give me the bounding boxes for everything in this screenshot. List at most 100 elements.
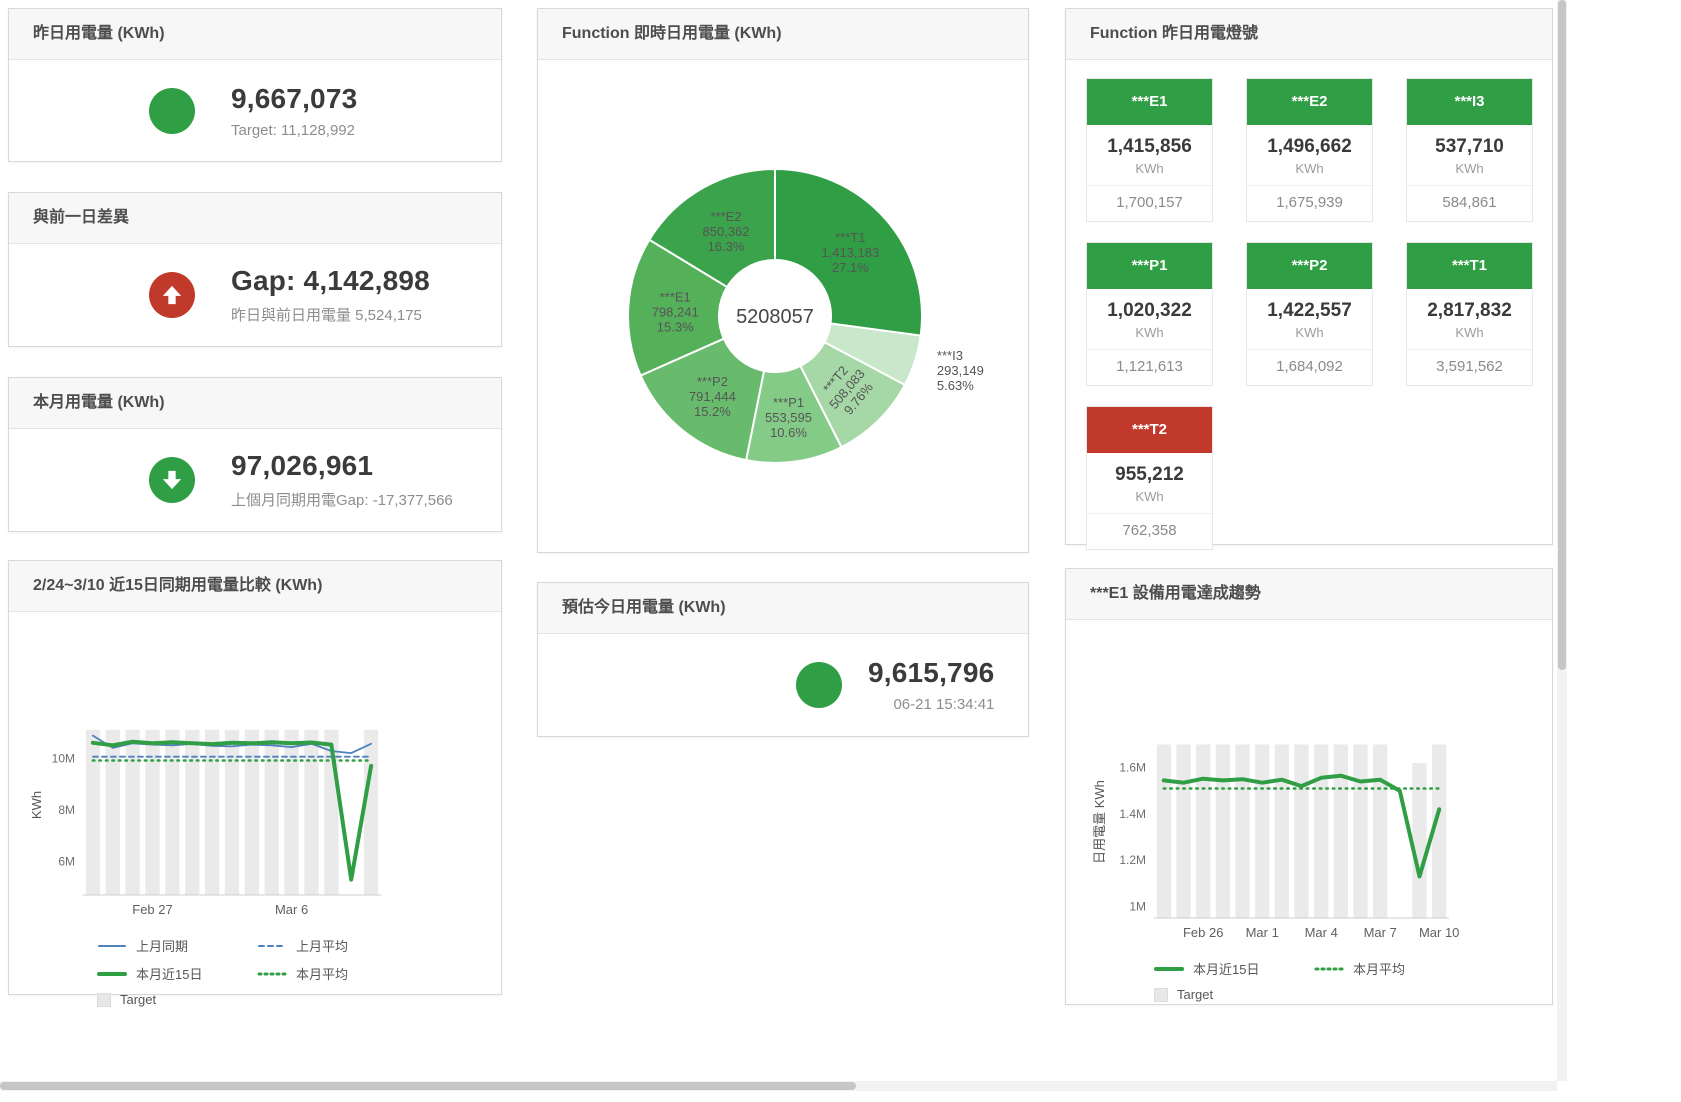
- legend-line-icon: [257, 969, 287, 979]
- target-bar: [1176, 745, 1190, 919]
- target-bar: [265, 730, 279, 895]
- target-bar: [304, 730, 318, 895]
- svg-text:6M: 6M: [58, 855, 75, 869]
- tile-function-label: ***T1: [1407, 243, 1532, 289]
- panel-title: ***E1 設備用電達成趨勢: [1066, 569, 1552, 620]
- legend-label: 上月平均: [296, 936, 348, 955]
- svg-text:10M: 10M: [52, 752, 75, 766]
- stat-value: 9,667,073: [231, 83, 357, 115]
- legend-line-icon: [1154, 964, 1184, 974]
- target-bar: [1294, 745, 1308, 919]
- tile-unit: KWh: [1247, 322, 1372, 349]
- legend-label: 上月同期: [136, 936, 188, 955]
- tile-unit: KWh: [1407, 158, 1532, 185]
- svg-text:Feb 27: Feb 27: [132, 902, 172, 917]
- legend-item[interactable]: 上月同期: [97, 936, 257, 955]
- tile-value: 2,817,832: [1407, 289, 1532, 322]
- svg-text:Mar 1: Mar 1: [1246, 925, 1279, 940]
- tile-function-label: ***T2: [1087, 407, 1212, 453]
- tile-function-label: ***P1: [1087, 243, 1212, 289]
- target-bar: [1255, 745, 1269, 919]
- status-dot-icon: [149, 88, 195, 134]
- target-bar: [225, 730, 239, 895]
- vertical-scrollbar[interactable]: [1557, 0, 1567, 1081]
- tile-unit: KWh: [1087, 158, 1212, 185]
- horizontal-scrollbar-thumb[interactable]: [0, 1082, 856, 1090]
- horizontal-scrollbar[interactable]: [0, 1081, 1557, 1091]
- target-bar: [1275, 745, 1289, 919]
- svg-text:Mar 7: Mar 7: [1364, 925, 1397, 940]
- stat-value: 97,026,961: [231, 450, 453, 482]
- target-bar: [106, 730, 120, 895]
- legend-label: Target: [1177, 987, 1213, 1002]
- svg-text:Feb 26: Feb 26: [1183, 925, 1223, 940]
- vertical-scrollbar-thumb[interactable]: [1558, 0, 1566, 670]
- tile-target-value: 1,675,939: [1247, 185, 1372, 221]
- svg-text:1.4M: 1.4M: [1119, 807, 1146, 821]
- target-bar: [86, 730, 100, 895]
- legend-item[interactable]: 本月平均: [1314, 959, 1474, 978]
- legend-item[interactable]: 本月平均: [257, 964, 417, 983]
- tile-function-label: ***E1: [1087, 79, 1212, 125]
- stat-subtitle: 上個月同期用電Gap: -17,377,566: [231, 489, 453, 510]
- legend-label: 本月近15日: [136, 964, 202, 983]
- stat-value: Gap: 4,142,898: [231, 265, 430, 297]
- svg-text:1M: 1M: [1129, 899, 1146, 913]
- tile-function-label: ***I3: [1407, 79, 1532, 125]
- panel-gap-previous-day: 與前一日差異 Gap: 4,142,898 昨日與前日用電量 5,524,175: [8, 192, 502, 347]
- tile-value: 1,496,662: [1247, 125, 1372, 158]
- tile-unit: KWh: [1407, 322, 1532, 349]
- target-bar: [185, 730, 199, 895]
- panel-title: Function 即時日用電量 (KWh): [538, 9, 1028, 60]
- panel-yesterday-usage: 昨日用電量 (KWh) 9,667,073 Target: 11,128,992: [8, 8, 502, 162]
- tile-value: 1,020,322: [1087, 289, 1212, 322]
- stat-value: 9,615,796: [868, 657, 994, 689]
- panel-month-usage: 本月用電量 (KWh) 97,026,961 上個月同期用電Gap: -17,3…: [8, 377, 502, 532]
- stat-timestamp: 06-21 15:34:41: [868, 696, 994, 713]
- legend-item[interactable]: 本月近15日: [97, 964, 257, 983]
- tile-value: 537,710: [1407, 125, 1532, 158]
- legend-item[interactable]: Target: [97, 992, 257, 1007]
- panel-title: 預估今日用電量 (KWh): [538, 583, 1028, 634]
- svg-text:Mar 10: Mar 10: [1419, 925, 1459, 940]
- svg-text:日用電量 KWh: 日用電量 KWh: [1092, 780, 1107, 864]
- legend-item[interactable]: 上月平均: [257, 936, 417, 955]
- tile-target-value: 1,684,092: [1247, 349, 1372, 385]
- target-swatch: [1154, 988, 1168, 1002]
- target-bar: [1373, 745, 1387, 919]
- compare-chart-legend: 上月同期 上月平均本月近15日 本月平均 Target: [97, 936, 501, 1007]
- tile-value: 955,212: [1087, 453, 1212, 486]
- legend-label: 本月平均: [296, 964, 348, 983]
- target-bar: [1353, 745, 1367, 919]
- tile-unit: KWh: [1247, 158, 1372, 185]
- trend-chart-legend: 本月近15日 本月平均 Target: [1154, 959, 1552, 1002]
- tile-value: 1,415,856: [1087, 125, 1212, 158]
- target-bar: [126, 730, 140, 895]
- target-bar: [1157, 745, 1171, 919]
- legend-label: 本月近15日: [1193, 959, 1259, 978]
- tile-unit: KWh: [1087, 322, 1212, 349]
- target-bar: [284, 730, 298, 895]
- target-bar: [1314, 745, 1328, 919]
- panel-title: 2/24~3/10 近15日同期用電量比較 (KWh): [9, 561, 501, 612]
- tile-target-value: 3,591,562: [1407, 349, 1532, 385]
- target-bar: [1412, 763, 1426, 918]
- legend-item[interactable]: Target: [1154, 987, 1314, 1002]
- legend-item[interactable]: 本月近15日: [1154, 959, 1314, 978]
